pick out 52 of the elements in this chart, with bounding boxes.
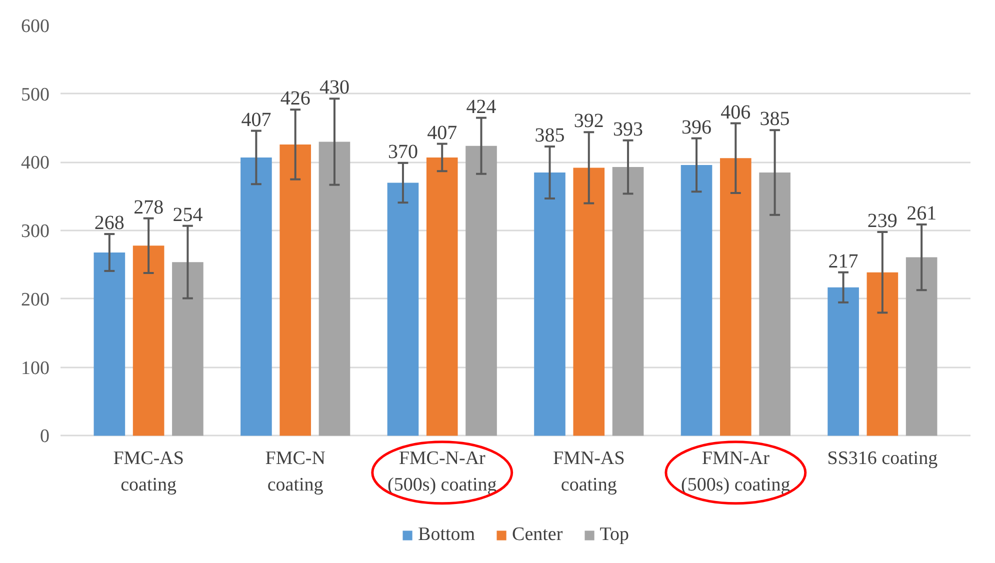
bar [172,262,204,436]
y-tick-label: 300 [21,221,50,242]
data-label: 278 [134,196,164,218]
data-label: 407 [241,108,272,131]
bar [573,168,605,436]
data-label: 385 [534,124,565,147]
data-label: 396 [682,116,712,138]
bar [240,157,272,436]
bar [466,146,497,436]
legend-label: Top [600,524,629,546]
data-label: 430 [319,76,350,99]
bar [426,157,458,436]
bar [720,158,752,436]
x-tick-label: FMN-Ar (500s) coating [681,448,791,496]
data-label: 407 [427,122,458,144]
bar [534,172,566,436]
x-tick-label: FMC-AS coating [113,448,184,496]
data-label: 406 [720,101,751,124]
y-tick-label: 100 [21,358,50,379]
bar [680,164,712,436]
y-tick-label: 500 [21,84,50,106]
bar [866,272,898,436]
data-label: 370 [388,141,418,164]
data-label: 239 [867,210,898,232]
legend-label: Center [512,524,563,546]
data-label: 426 [280,88,310,110]
bar [387,182,419,436]
data-label: 254 [172,204,203,226]
data-label: 392 [574,110,604,132]
bar [906,257,938,436]
data-label: 393 [613,118,644,140]
x-tick-label: FMC-N coating [265,448,326,496]
bar [828,287,859,436]
y-tick-label: 400 [21,152,50,174]
bar [318,142,350,436]
bar [759,172,790,436]
bar [132,246,164,436]
data-label: 268 [94,212,124,234]
x-tick-label: SS316 coating [827,448,938,470]
data-label: 385 [760,108,790,130]
bar [612,167,644,436]
bar [94,252,126,436]
data-label: 217 [828,250,858,272]
y-tick-label: 0 [40,426,50,448]
y-tick-label: 200 [21,289,50,310]
data-label: 261 [906,202,937,225]
bar [280,144,311,436]
x-tick-label: FMC-N-Ar (500s) coating [388,448,498,496]
legend-label: Bottom [418,524,476,546]
data-label: 424 [466,96,496,118]
x-tick-label: FMN-AS coating [552,448,625,496]
y-tick-label: 600 [21,16,50,37]
